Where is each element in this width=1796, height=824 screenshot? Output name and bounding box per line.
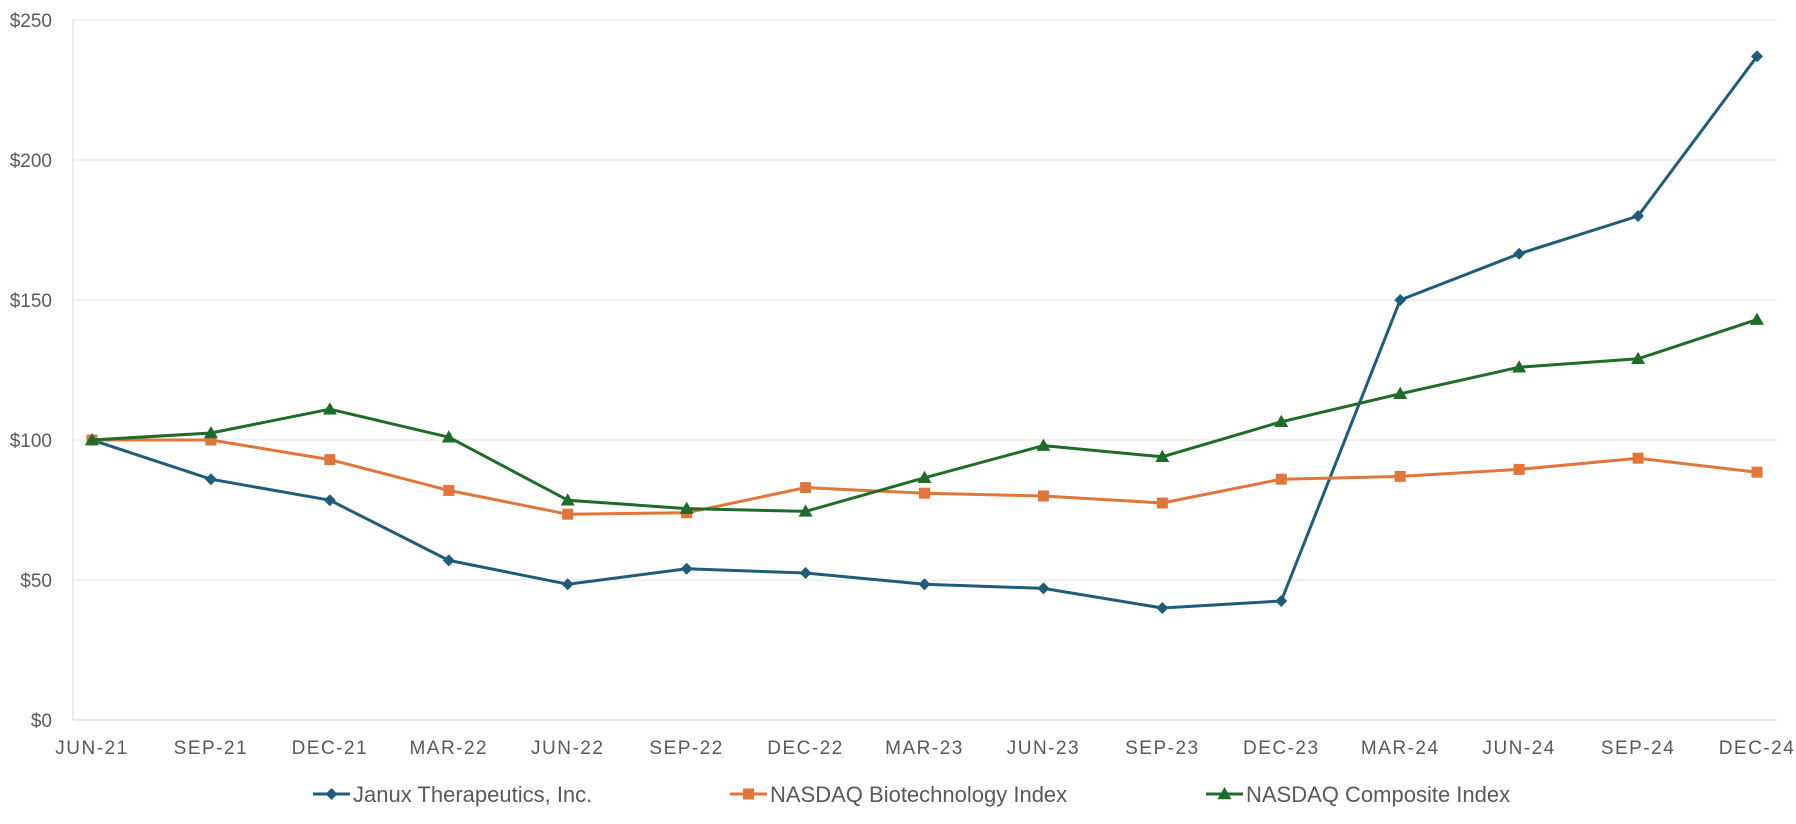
data-point-triangle	[1274, 414, 1289, 428]
data-point-diamond	[799, 567, 812, 579]
y-tick-label: $150	[10, 291, 52, 312]
x-tick-label: MAR-23	[885, 738, 964, 759]
gridlines	[73, 19, 1777, 721]
data-point-square	[1275, 473, 1287, 485]
x-tick-label: JUN-23	[1007, 738, 1080, 759]
data-point-diamond	[1037, 582, 1050, 595]
data-point-diamond	[561, 578, 574, 591]
legend-item: Janux Therapeutics, Inc.	[313, 782, 592, 807]
data-point-triangle	[203, 426, 218, 439]
legend: Janux Therapeutics, Inc. NASDAQ Biotechno…	[313, 782, 1510, 807]
series-lines	[85, 50, 1764, 614]
data-point-triangle	[1036, 438, 1051, 451]
legend-item: NASDAQ Biotechnology Index	[730, 782, 1067, 807]
x-tick-label: SEP-21	[174, 738, 248, 759]
y-tick-label: $0	[31, 711, 52, 732]
legend-label: Janux Therapeutics, Inc.	[353, 782, 592, 807]
y-tick-label: $250	[10, 11, 52, 32]
series-line	[90, 54, 1759, 610]
data-point-square	[1156, 497, 1168, 509]
x-tick-label: DEC-22	[767, 738, 844, 759]
x-tick-label: MAR-22	[409, 738, 488, 759]
data-point-triangle	[85, 433, 99, 446]
x-tick-label: SEP-23	[1125, 738, 1199, 759]
data-point-triangle	[322, 402, 337, 415]
data-point-triangle	[441, 430, 456, 443]
data-point-triangle	[1512, 360, 1527, 373]
legend-item: NASDAQ Composite Index	[1206, 782, 1510, 807]
y-tick-label: $50	[20, 571, 52, 592]
data-point-square	[205, 434, 217, 446]
data-point-square	[562, 508, 574, 520]
data-point-square	[443, 484, 455, 496]
x-tick-label: DEC-24	[1719, 738, 1796, 759]
x-tick-label: DEC-23	[1243, 738, 1320, 759]
data-point-triangle	[917, 470, 932, 484]
data-point-triangle	[679, 501, 694, 514]
data-point-square	[800, 482, 812, 494]
legend-label: NASDAQ Composite Index	[1246, 782, 1510, 807]
data-point-square	[324, 454, 336, 466]
data-point-square	[1394, 470, 1406, 482]
y-tick-label: $200	[10, 151, 52, 172]
data-point-diamond	[1275, 595, 1288, 607]
x-tick-label: JUN-24	[1482, 738, 1555, 759]
data-point-diamond	[1156, 602, 1169, 614]
data-point-square	[1751, 466, 1763, 478]
x-tick-label: SEP-22	[649, 738, 723, 759]
series-2	[85, 312, 1764, 517]
data-point-triangle	[560, 493, 575, 506]
data-point-square	[1037, 490, 1049, 502]
x-tick-label: SEP-24	[1601, 738, 1675, 759]
data-point-diamond	[442, 554, 455, 567]
x-tick-label: JUN-21	[55, 738, 128, 759]
data-point-diamond	[204, 473, 217, 486]
data-point-diamond	[680, 562, 693, 575]
x-tick-label: JUN-22	[531, 738, 604, 759]
data-point-triangle	[1155, 449, 1170, 463]
data-point-diamond	[1394, 294, 1407, 306]
data-point-square	[1513, 463, 1525, 475]
x-tick-label: MAR-24	[1361, 738, 1440, 759]
legend-label: NASDAQ Biotechnology Index	[770, 782, 1067, 807]
data-point-triangle	[798, 504, 813, 517]
series-0	[86, 50, 1763, 614]
data-point-diamond	[1513, 247, 1526, 260]
axes: $0 $50 $100 $150 $200 $250 JUN-21 SEP-21 DEC-21 M…	[10, 11, 1796, 759]
legend-marker-square	[743, 788, 754, 800]
legend-marker-diamond	[325, 788, 338, 800]
data-point-square	[1632, 452, 1644, 464]
data-point-triangle	[1393, 386, 1408, 400]
data-point-diamond	[918, 578, 931, 591]
legend-marker-triangle	[1217, 787, 1232, 800]
x-tick-label: DEC-21	[292, 738, 369, 759]
data-point-diamond	[1632, 210, 1645, 222]
data-point-diamond	[1751, 50, 1763, 63]
data-point-triangle	[1750, 312, 1764, 325]
y-tick-label: $100	[10, 431, 52, 452]
data-point-square	[919, 487, 930, 499]
data-point-triangle	[1631, 351, 1646, 365]
data-point-diamond	[323, 494, 336, 507]
